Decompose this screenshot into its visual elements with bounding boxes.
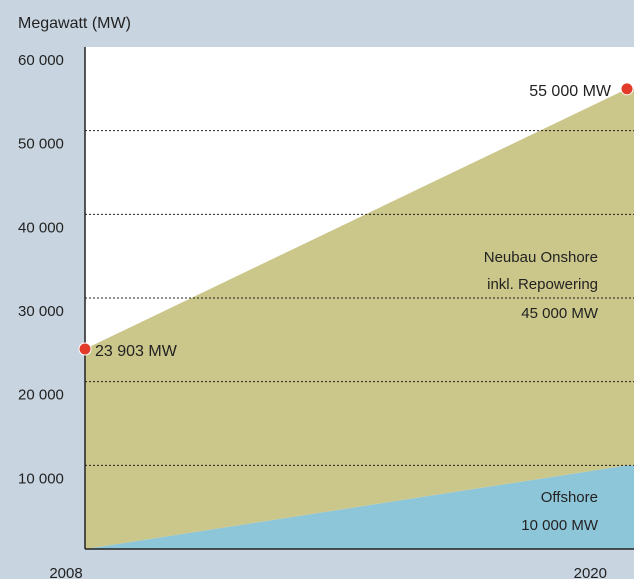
y-tick-label: 30 000 — [18, 303, 64, 320]
y-tick-label: 60 000 — [18, 52, 64, 69]
value-label: 45 000 MW — [521, 305, 599, 322]
series-label: Neubau Onshore — [484, 249, 598, 266]
y-tick-label: 10 000 — [18, 470, 64, 487]
series-label: inkl. Repowering — [487, 276, 598, 293]
total-marker — [78, 342, 92, 356]
y-tick-label: 50 000 — [18, 136, 64, 153]
area — [85, 465, 634, 549]
total-marker — [620, 82, 634, 96]
series-label: Offshore — [541, 489, 598, 506]
total-label: 23 903 MW — [95, 343, 178, 360]
x-tick-label: 2008 — [49, 565, 82, 579]
value-label: 10 000 MW — [521, 517, 599, 534]
y-tick-label: 20 000 — [18, 387, 64, 404]
total-label: 55 000 MW — [529, 83, 612, 100]
area — [85, 88, 634, 549]
y-tick-label: 40 000 — [18, 219, 64, 236]
x-tick-label: 2020 — [574, 565, 607, 579]
y-axis-label: Megawatt (MW) — [18, 15, 131, 32]
